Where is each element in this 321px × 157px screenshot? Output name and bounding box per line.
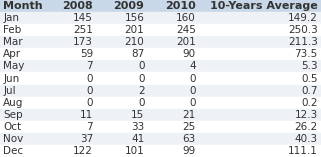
- Text: 15: 15: [131, 110, 144, 120]
- Text: Jun: Jun: [3, 73, 20, 84]
- Text: 5.3: 5.3: [301, 61, 318, 71]
- Text: 0: 0: [87, 98, 93, 108]
- Text: Apr: Apr: [3, 49, 21, 59]
- Text: Sep: Sep: [3, 110, 23, 120]
- Bar: [0, 48, 321, 60]
- Text: 0.5: 0.5: [301, 73, 318, 84]
- Text: 210: 210: [125, 37, 144, 47]
- Text: Mar: Mar: [3, 37, 23, 47]
- Text: 201: 201: [176, 37, 196, 47]
- Text: Jan: Jan: [3, 13, 19, 23]
- Text: 73.5: 73.5: [295, 49, 318, 59]
- Text: 37: 37: [80, 134, 93, 144]
- Text: 0: 0: [87, 86, 93, 96]
- Bar: [0, 73, 321, 84]
- Text: 11: 11: [80, 110, 93, 120]
- Text: 0: 0: [189, 98, 196, 108]
- Text: 149.2: 149.2: [288, 13, 318, 23]
- Text: 0: 0: [189, 86, 196, 96]
- Text: 26.2: 26.2: [295, 122, 318, 132]
- Bar: [0, 84, 321, 97]
- Text: 0: 0: [138, 61, 144, 71]
- Text: 7: 7: [86, 61, 93, 71]
- Text: 4: 4: [189, 61, 196, 71]
- Text: 63: 63: [183, 134, 196, 144]
- Text: 0: 0: [87, 73, 93, 84]
- Text: 201: 201: [125, 25, 144, 35]
- Text: 12.3: 12.3: [295, 110, 318, 120]
- Text: 10-Years Average: 10-Years Average: [210, 1, 318, 11]
- Text: 2010: 2010: [165, 1, 196, 11]
- Text: 2009: 2009: [114, 1, 144, 11]
- Text: 211.3: 211.3: [288, 37, 318, 47]
- Text: Aug: Aug: [3, 98, 23, 108]
- Text: 90: 90: [183, 49, 196, 59]
- Bar: [0, 12, 321, 24]
- Bar: [0, 109, 321, 121]
- Text: Oct: Oct: [3, 122, 21, 132]
- Text: 0.7: 0.7: [301, 86, 318, 96]
- Bar: [0, 24, 321, 36]
- Text: 122: 122: [73, 146, 93, 156]
- Bar: [0, 60, 321, 73]
- Text: 99: 99: [183, 146, 196, 156]
- Text: Dec: Dec: [3, 146, 23, 156]
- Text: 145: 145: [73, 13, 93, 23]
- Text: 2008: 2008: [62, 1, 93, 11]
- Text: 160: 160: [176, 13, 196, 23]
- Text: Nov: Nov: [3, 134, 23, 144]
- Text: 111.1: 111.1: [288, 146, 318, 156]
- Bar: [0, 145, 321, 157]
- Bar: [0, 0, 321, 12]
- Text: 7: 7: [86, 122, 93, 132]
- Text: 33: 33: [131, 122, 144, 132]
- Bar: [0, 36, 321, 48]
- Text: 0: 0: [138, 98, 144, 108]
- Text: May: May: [3, 61, 25, 71]
- Text: 245: 245: [176, 25, 196, 35]
- Text: 40.3: 40.3: [295, 134, 318, 144]
- Text: 21: 21: [183, 110, 196, 120]
- Bar: [0, 133, 321, 145]
- Text: 173: 173: [73, 37, 93, 47]
- Text: 2: 2: [138, 86, 144, 96]
- Text: Month: Month: [3, 1, 43, 11]
- Text: 101: 101: [125, 146, 144, 156]
- Text: 250.3: 250.3: [288, 25, 318, 35]
- Text: 156: 156: [125, 13, 144, 23]
- Text: 41: 41: [131, 134, 144, 144]
- Text: 0.2: 0.2: [301, 98, 318, 108]
- Bar: [0, 97, 321, 109]
- Text: 0: 0: [138, 73, 144, 84]
- Text: 25: 25: [183, 122, 196, 132]
- Text: 0: 0: [189, 73, 196, 84]
- Bar: [0, 121, 321, 133]
- Text: Feb: Feb: [3, 25, 22, 35]
- Text: Jul: Jul: [3, 86, 16, 96]
- Text: 87: 87: [131, 49, 144, 59]
- Text: 59: 59: [80, 49, 93, 59]
- Text: 251: 251: [73, 25, 93, 35]
